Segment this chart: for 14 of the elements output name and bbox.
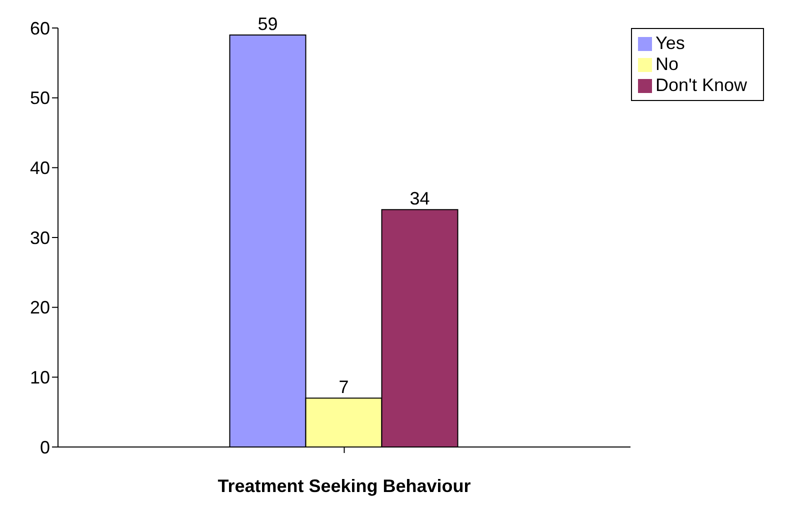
y-tick-label: 60 — [30, 18, 50, 38]
y-tick-label: 30 — [30, 228, 50, 248]
data-label: 7 — [338, 377, 349, 398]
y-tick-label: 0 — [40, 437, 50, 458]
y-tick-label: 50 — [30, 88, 50, 108]
y-tick-label: 10 — [30, 368, 50, 388]
legend-label: Yes — [656, 33, 685, 53]
y-tick-label: 20 — [30, 298, 50, 318]
y-tick-label: 40 — [30, 158, 50, 178]
legend-label: Don't Know — [656, 75, 747, 95]
data-label: 34 — [410, 188, 430, 209]
x-axis-title: Treatment Seeking Behaviour — [218, 476, 471, 496]
data-label: 59 — [258, 14, 278, 34]
legend-label: No — [656, 54, 679, 74]
